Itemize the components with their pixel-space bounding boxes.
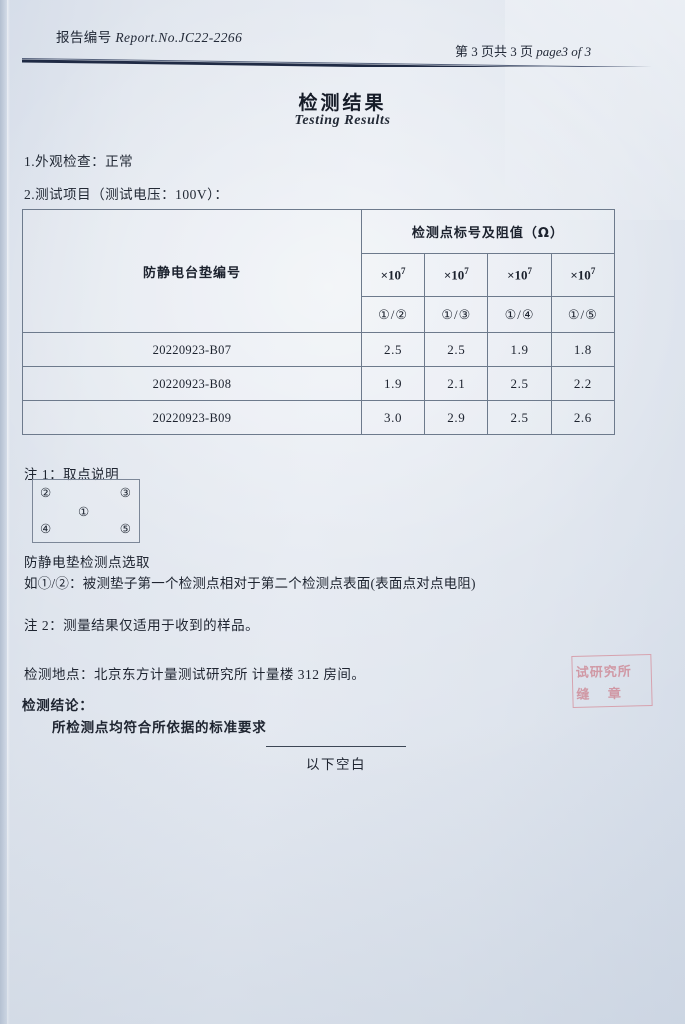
note1-line-1: 防静电垫检测点选取 — [24, 555, 150, 570]
appearance-inspection-line: 1.外观检查：正常 — [24, 154, 134, 169]
value-cell: 2.5 — [360, 332, 426, 367]
value-cell: 2.5 — [424, 332, 489, 367]
multiplier-text-3: ×10 — [507, 267, 528, 283]
note1-line-2: 如①/②：被测垫子第一个检测点相对于第二个检测点表面(表面点对点电阻) — [24, 576, 476, 591]
multiplier-text-4: ×10 — [570, 267, 591, 283]
table-header-group: 检测点标号及阻值（Ω） — [360, 209, 616, 254]
conclusion-label: 检测结论： — [22, 698, 94, 714]
table-header-multiplier-3: ×107 — [487, 253, 552, 297]
seal-stamp-line-1: 试研究所 — [575, 664, 632, 681]
page-title: 检测结果 — [298, 92, 387, 114]
measurement-points-diagram: ② ③ ① ④ ⑤ — [32, 479, 140, 543]
header-divider-rule — [22, 58, 652, 67]
note2-line: 注 2：测量结果仅适用于收到的样品。 — [24, 618, 260, 633]
blank-notice-text: 以下空白 — [306, 757, 366, 772]
value-cell: 2.2 — [550, 366, 616, 401]
test-item-line: 2.测试项目（测试电压：100V）： — [24, 187, 229, 202]
seal-stamp-line-2: 缝 章 — [576, 686, 629, 703]
table-header-point-pair-3: ①/④ — [487, 296, 552, 333]
multiplier-exponent-3: 7 — [527, 266, 533, 277]
page-indicator-cn: 第 3 页共 3 页 — [455, 44, 537, 59]
results-table-wrapper: 防静电台垫编号 检测点标号及阻值（Ω） ×107 ×107 ×107 ×107 … — [22, 209, 616, 435]
value-cell: 1.9 — [360, 366, 426, 401]
point-1-marker: ① — [78, 505, 90, 519]
table-header-point-pair-2: ①/③ — [424, 296, 489, 333]
table-row: 20220923-B07 2.5 2.5 1.9 1.8 — [22, 332, 616, 367]
value-cell: 1.8 — [550, 332, 616, 367]
value-cell: 1.9 — [487, 332, 552, 367]
point-4-marker: ④ — [40, 521, 52, 536]
page-title-english: Testing Results — [294, 113, 391, 128]
multiplier-exponent-4: 7 — [590, 266, 596, 277]
table-row: 20220923-B09 3.0 2.9 2.5 2.6 — [22, 400, 616, 435]
multiplier-text-2: ×10 — [443, 267, 465, 283]
multiplier-exponent-2: 7 — [464, 266, 469, 277]
page-left-edge — [0, 0, 7, 1024]
conclusion-text: 所检测点均符合所依据的标准要求 — [52, 720, 267, 736]
mat-id-cell: 20220923-B08 — [152, 376, 232, 391]
point-2-marker: ② — [40, 486, 52, 500]
point-5-marker: ⑤ — [119, 521, 131, 536]
value-cell: 2.6 — [550, 400, 616, 435]
multiplier-text-1: ×10 — [380, 267, 402, 283]
value-cell: 2.5 — [487, 400, 552, 435]
value-cell: 2.1 — [424, 366, 489, 401]
report-number: 报告编号 Report.No.JC22-2266 — [56, 26, 242, 46]
blank-notice-rule — [266, 746, 406, 747]
report-number-label: 报告编号 — [56, 30, 116, 45]
table-row: 20220923-B08 1.9 2.1 2.5 2.2 — [22, 366, 616, 401]
table-header-point-pair-1: ①/② — [360, 296, 426, 333]
table-header-multiplier-2: ×107 — [424, 253, 489, 297]
note1-title: 注 1：取点说明 — [24, 467, 120, 482]
table-header-multiplier-1: ×107 — [360, 253, 426, 297]
table-header-multiplier-4: ×107 — [550, 253, 616, 297]
page-left-edge-highlight — [7, 0, 10, 1024]
value-cell: 2.5 — [487, 366, 552, 401]
table-header-mat-id: 防静电台垫编号 — [22, 209, 362, 333]
point-3-marker: ③ — [119, 486, 131, 500]
multiplier-exponent-1: 7 — [401, 266, 406, 277]
seal-stamp: 试研究所 缝 章 — [571, 653, 653, 709]
value-cell: 2.9 — [424, 400, 489, 435]
mat-id-cell: 20220923-B07 — [152, 342, 232, 357]
page-indicator-en: page3 of 3 — [536, 44, 592, 59]
report-number-value: Report.No.JC22-2266 — [115, 30, 243, 45]
table-header-row-group: 防静电台垫编号 检测点标号及阻值（Ω） — [22, 209, 616, 333]
test-location-line: 检测地点：北京东方计量测试研究所 计量楼 312 房间。 — [24, 667, 366, 682]
table-header-row-points: ①/② ①/③ ①/④ ①/⑤ — [23, 296, 616, 333]
value-cell: 3.0 — [360, 400, 426, 435]
results-table: 防静电台垫编号 检测点标号及阻值（Ω） ×107 ×107 ×107 ×107 … — [22, 209, 616, 435]
table-header-point-pair-4: ①/⑤ — [550, 296, 616, 333]
mat-id-cell: 20220923-B09 — [152, 410, 232, 425]
page-indicator: 第 3 页共 3 页 page3 of 3 — [455, 41, 591, 60]
